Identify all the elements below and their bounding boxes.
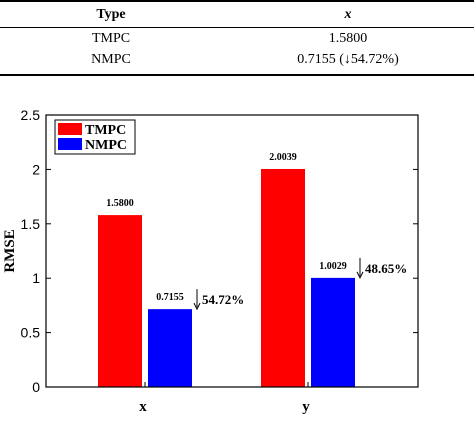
- axes-group: 0 0.5 1 1.5 2 2.5 RMSE x y: [2, 107, 419, 415]
- bar-nmpc-y: [311, 277, 355, 387]
- table-header-row: Type x: [0, 1, 474, 28]
- bar-tmpc-x: [98, 215, 142, 387]
- table-row: TMPC 1.5800: [0, 28, 474, 50]
- y-tick-label: 1: [32, 270, 40, 286]
- cell-x: 0.7155 (↓54.72%): [297, 52, 399, 67]
- rmse-bar-chart: 0 0.5 1 1.5 2 2.5 RMSE x y 1.5800 0.7155 54.72% 2.0…: [2, 107, 419, 415]
- legend-swatch-nmpc: [58, 138, 82, 150]
- x-tick-label: x: [139, 399, 147, 415]
- plot-frame: [45, 114, 419, 388]
- bars-group: [98, 168, 355, 387]
- down-arrow-icon: [356, 271, 364, 280]
- legend-label-nmpc: NMPC: [85, 138, 127, 153]
- legend-label-tmpc: TMPC: [85, 123, 126, 138]
- reduction-percent-label: 54.72%: [202, 292, 244, 307]
- bar-nmpc-x: [148, 309, 192, 387]
- x-tick-label: y: [302, 399, 310, 415]
- labels-group: 1.5800 0.7155 54.72% 2.0039 1.0029 48.65%: [106, 152, 407, 311]
- bar-value-label: 0.7155: [156, 292, 184, 303]
- legend-swatch-tmpc: [58, 123, 82, 135]
- bar-value-label: 1.0029: [319, 261, 347, 272]
- reduction-percent-label: 48.65%: [365, 261, 407, 276]
- header-type: Type: [96, 7, 126, 22]
- header-x: x: [344, 7, 352, 22]
- bar-value-label: 1.5800: [106, 198, 134, 209]
- y-tick-label: 0: [32, 379, 40, 395]
- bar-tmpc-y: [261, 168, 305, 387]
- y-tick-label: 2: [32, 161, 40, 177]
- cell-type: NMPC: [91, 52, 131, 67]
- table-row: NMPC 0.7155 (↓54.72%): [0, 49, 474, 75]
- results-table: Type x TMPC 1.5800 NMPC 0.7155 (↓54.72%): [0, 0, 474, 76]
- y-tick-label: 1.5: [21, 216, 41, 232]
- cell-type: TMPC: [91, 31, 131, 46]
- results-table-container: Type x TMPC 1.5800 NMPC 0.7155 (↓54.72%): [0, 0, 474, 80]
- bar-value-label: 2.0039: [269, 152, 297, 163]
- y-tick-label: 2.5: [21, 107, 41, 123]
- y-tick-label: 0.5: [21, 325, 41, 341]
- cell-x: 1.5800: [328, 31, 368, 46]
- y-axis-label: RMSE: [2, 229, 18, 272]
- down-arrow-icon: [193, 302, 201, 311]
